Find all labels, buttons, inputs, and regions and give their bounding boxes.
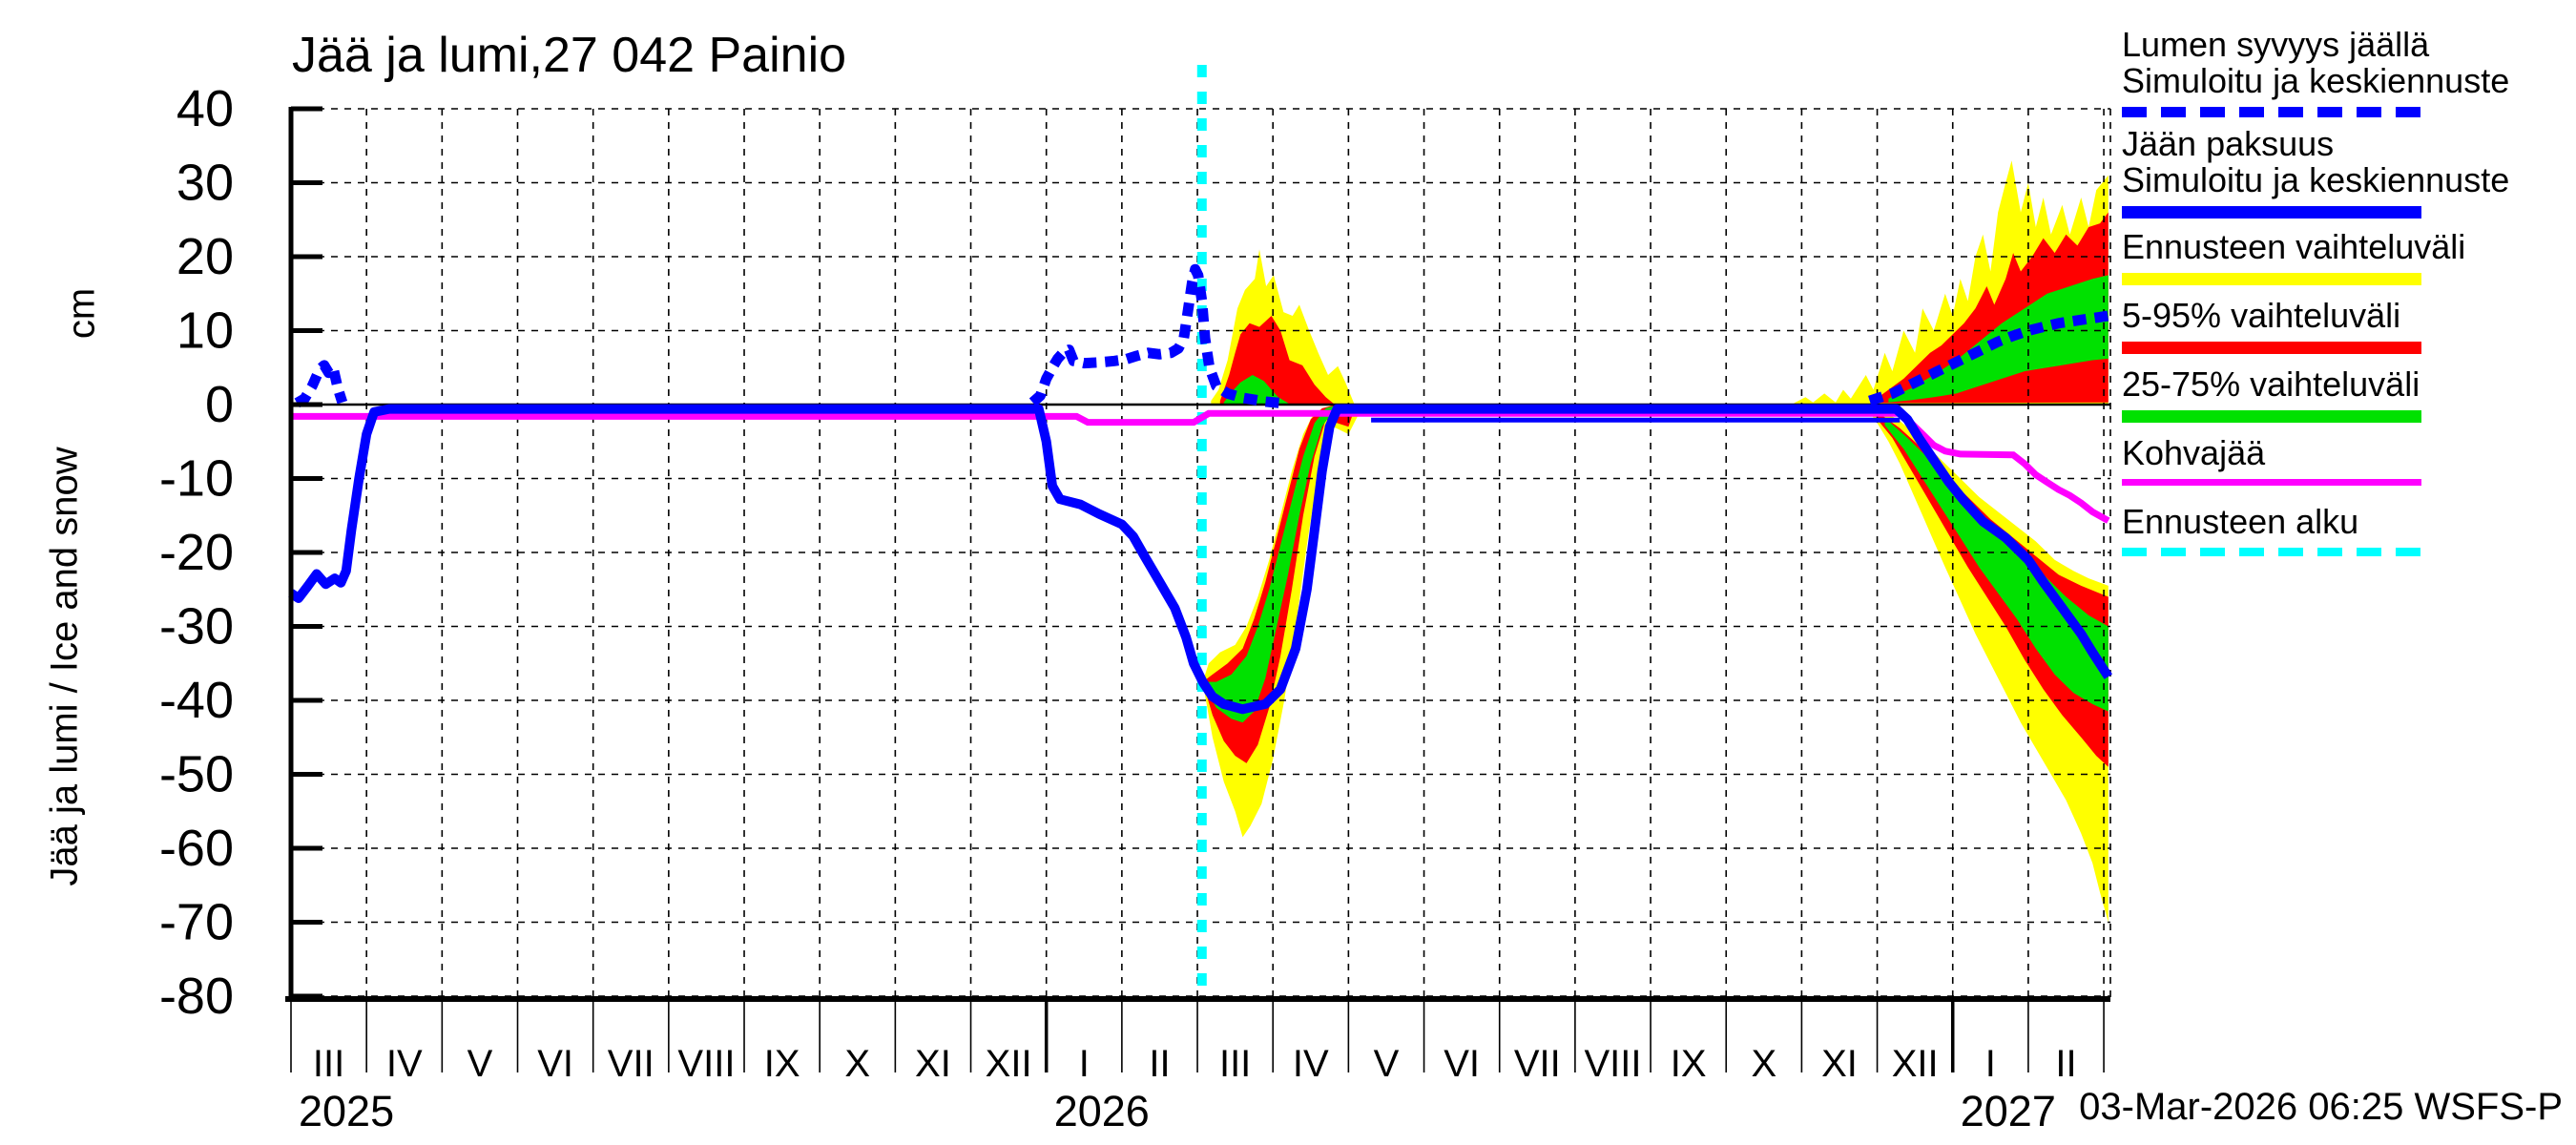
band-winter-ice-25-75 <box>1884 417 2109 712</box>
x-month-label: X <box>844 1043 870 1085</box>
legend-item-label: Ennusteen alku <box>2122 502 2359 541</box>
x-year-label: 2027 <box>1961 1087 2056 1135</box>
y-tick-label: 40 <box>177 80 234 137</box>
x-year-label: 2026 <box>1054 1087 1150 1135</box>
y-tick <box>291 697 322 703</box>
x-month-label: VIII <box>1584 1043 1641 1085</box>
y-tick <box>291 476 322 481</box>
snow-depth-line <box>294 360 348 408</box>
y-tick <box>291 920 322 925</box>
y-axis-unit-label: cm <box>60 287 103 340</box>
x-month-label: IV <box>1293 1043 1329 1085</box>
y-tick-label: -20 <box>159 524 234 581</box>
y-tick <box>291 624 322 629</box>
y-tick <box>291 550 322 555</box>
band-spring-ice-25-75 <box>1202 406 1334 723</box>
y-tick <box>291 106 322 112</box>
band-winter-ice-5-95 <box>1877 411 2109 767</box>
y-tick-label: -40 <box>159 672 234 729</box>
legend-swatch-range-5-95 <box>2122 342 2421 354</box>
y-tick <box>291 845 322 851</box>
x-month-label: III <box>1219 1043 1251 1085</box>
y-tick-label: 20 <box>177 228 234 285</box>
y-tick <box>291 402 322 407</box>
x-month-label: VII <box>608 1043 654 1085</box>
legend-item-label: Simuloitu ja keskiennuste <box>2122 61 2510 100</box>
x-month-label: I <box>1079 1043 1090 1085</box>
x-month-label: VIII <box>677 1043 735 1085</box>
legend-item-label: Kohvajää <box>2122 433 2266 472</box>
y-axis-label: Jää ja lumi / Ice and snow <box>43 447 86 886</box>
y-tick-label: -30 <box>159 598 234 656</box>
legend-swatch-ice-thickness <box>2122 206 2421 219</box>
legend-item-label: Lumen syvyys jäällä <box>2122 25 2430 64</box>
legend-item-label: Ennusteen vaihteluväli <box>2122 227 2466 266</box>
legend-item-label: 25-75% vaihteluväli <box>2122 364 2420 404</box>
legend-item-kohvajaa: Kohvajää <box>2122 435 2570 486</box>
x-month-label: VII <box>1514 1043 1561 1085</box>
x-month-label: X <box>1751 1043 1776 1085</box>
fan-bands <box>1202 160 2109 923</box>
x-month-label: IX <box>764 1043 800 1085</box>
x-month-label: V <box>467 1043 493 1085</box>
datestamp: 03-Mar-2026 06:25 WSFS-P <box>2079 1086 2563 1128</box>
series-lines <box>288 263 2112 715</box>
chart-title: Jää ja lumi,27 042 Painio <box>292 28 847 83</box>
legend-swatch-forecast-range <box>2122 273 2421 285</box>
legend-swatch-kohvajaa <box>2122 479 2421 486</box>
x-month-label: IX <box>1671 1043 1707 1085</box>
axes <box>285 106 2110 1072</box>
x-year-label: 2025 <box>299 1087 394 1135</box>
legend-item-ice-thickness: Jään paksuus Simuloitu ja keskiennuste <box>2122 126 2570 219</box>
legend-item-label: Jään paksuus <box>2122 124 2335 163</box>
y-tick-label: -80 <box>159 968 234 1025</box>
x-month-label: XII <box>1892 1043 1939 1085</box>
x-month-label: V <box>1374 1043 1400 1085</box>
legend-swatch-range-25-75 <box>2122 410 2421 423</box>
x-month-label: XI <box>1821 1043 1858 1085</box>
kohvajaa-line <box>291 409 2110 524</box>
legend-swatch-forecast-start <box>2122 548 2421 556</box>
legend-item-range-5-95: 5-95% vaihteluväli <box>2122 298 2570 354</box>
x-month-label: VI <box>537 1043 573 1085</box>
y-tick <box>291 180 322 185</box>
legend-item-forecast-range: Ennusteen vaihteluväli <box>2122 229 2570 285</box>
x-month-label: II <box>2055 1043 2076 1085</box>
x-month-label: I <box>1985 1043 1996 1085</box>
x-month-label: IV <box>386 1043 423 1085</box>
ice-thickness-line <box>288 404 2112 715</box>
legend-item-label: Simuloitu ja keskiennuste <box>2122 160 2510 199</box>
x-month-label: XI <box>915 1043 951 1085</box>
x-month-label: XII <box>986 1043 1032 1085</box>
legend-item-label: 5-95% vaihteluväli <box>2122 296 2401 335</box>
legend-item-range-25-75: 25-75% vaihteluväli <box>2122 366 2570 423</box>
x-month-label: II <box>1149 1043 1170 1085</box>
y-tick <box>291 772 322 777</box>
y-tick-label: -50 <box>159 746 234 803</box>
y-tick-label: 10 <box>177 302 234 360</box>
y-tick <box>291 993 322 999</box>
x-month-label: VI <box>1444 1043 1480 1085</box>
y-tick-label: -10 <box>159 450 234 508</box>
legend-item-snow-depth: Lumen syvyys jäällä Simuloitu ja keskienn… <box>2122 27 2570 117</box>
snow-depth-line <box>1868 310 2109 406</box>
legend-swatch-snow-depth <box>2122 107 2421 117</box>
x-month-label: III <box>313 1043 344 1085</box>
y-tick <box>291 254 322 260</box>
y-tick-label: 30 <box>177 155 234 212</box>
y-tick-label: 0 <box>205 376 234 433</box>
legend-item-forecast-start: Ennusteen alku <box>2122 504 2570 556</box>
y-tick-label: -60 <box>159 820 234 877</box>
y-tick <box>291 328 322 333</box>
y-tick-label: -70 <box>159 894 234 951</box>
